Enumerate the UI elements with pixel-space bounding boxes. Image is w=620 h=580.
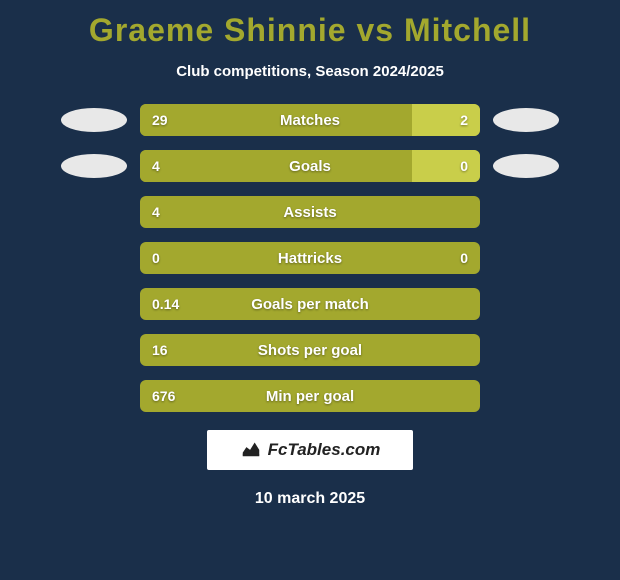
bar-right-segment: 2 — [412, 104, 480, 136]
stat-bar: 00Hattricks — [140, 242, 480, 274]
team-badge-left — [58, 152, 130, 180]
stat-bar: 4Assists — [140, 196, 480, 228]
team-badge-left — [58, 382, 130, 410]
stat-bar: 676Min per goal — [140, 380, 480, 412]
page-title: Graeme Shinnie vs Mitchell — [0, 0, 620, 49]
subtitle: Club competitions, Season 2024/2025 — [0, 63, 620, 80]
team-badge-left — [58, 290, 130, 318]
team-badge-right — [490, 336, 562, 364]
team-badge-right — [490, 198, 562, 226]
left-value: 4 — [140, 204, 172, 220]
badge-ellipse — [61, 154, 127, 178]
bar-left-segment: 29 — [140, 104, 412, 136]
chart-icon — [240, 437, 262, 464]
left-value: 29 — [140, 112, 180, 128]
stat-row: 0.14Goals per match — [0, 288, 620, 320]
badge-ellipse — [61, 108, 127, 132]
bar-left-segment: 676 — [140, 380, 480, 412]
bar-left-segment: 0.14 — [140, 288, 480, 320]
stat-row: 676Min per goal — [0, 380, 620, 412]
stat-bar: 0.14Goals per match — [140, 288, 480, 320]
stat-row: 16Shots per goal — [0, 334, 620, 366]
stat-bar: 292Matches — [140, 104, 480, 136]
team-badge-left — [58, 106, 130, 134]
left-value: 0.14 — [140, 296, 191, 312]
bar-left-segment: 0 — [140, 242, 480, 274]
left-value: 16 — [140, 342, 180, 358]
stat-row: 4Assists — [0, 196, 620, 228]
team-badge-left — [58, 336, 130, 364]
left-value: 0 — [140, 250, 172, 266]
team-badge-left — [58, 244, 130, 272]
left-value: 676 — [140, 388, 187, 404]
team-badge-right — [490, 152, 562, 180]
team-badge-left — [58, 198, 130, 226]
bar-left-segment: 4 — [140, 196, 480, 228]
right-value: 0 — [448, 158, 480, 174]
stat-bar: 16Shots per goal — [140, 334, 480, 366]
team-badge-right — [490, 244, 562, 272]
team-badge-right — [490, 290, 562, 318]
stats-rows: 292Matches40Goals4Assists00Hattricks0.14… — [0, 104, 620, 412]
brand-text: FcTables.com — [268, 440, 381, 460]
left-value: 4 — [140, 158, 172, 174]
brand-badge: FcTables.com — [207, 430, 413, 470]
bar-right-segment: 0 — [412, 150, 480, 182]
team-badge-right — [490, 382, 562, 410]
right-value: 2 — [448, 112, 480, 128]
badge-ellipse — [493, 108, 559, 132]
date-label: 10 march 2025 — [0, 490, 620, 508]
stat-row: 292Matches — [0, 104, 620, 136]
bar-left-segment: 16 — [140, 334, 480, 366]
stat-row: 00Hattricks — [0, 242, 620, 274]
bar-left-segment: 4 — [140, 150, 412, 182]
stat-row: 40Goals — [0, 150, 620, 182]
right-value: 0 — [448, 250, 480, 266]
stat-bar: 40Goals — [140, 150, 480, 182]
team-badge-right — [490, 106, 562, 134]
badge-ellipse — [493, 154, 559, 178]
